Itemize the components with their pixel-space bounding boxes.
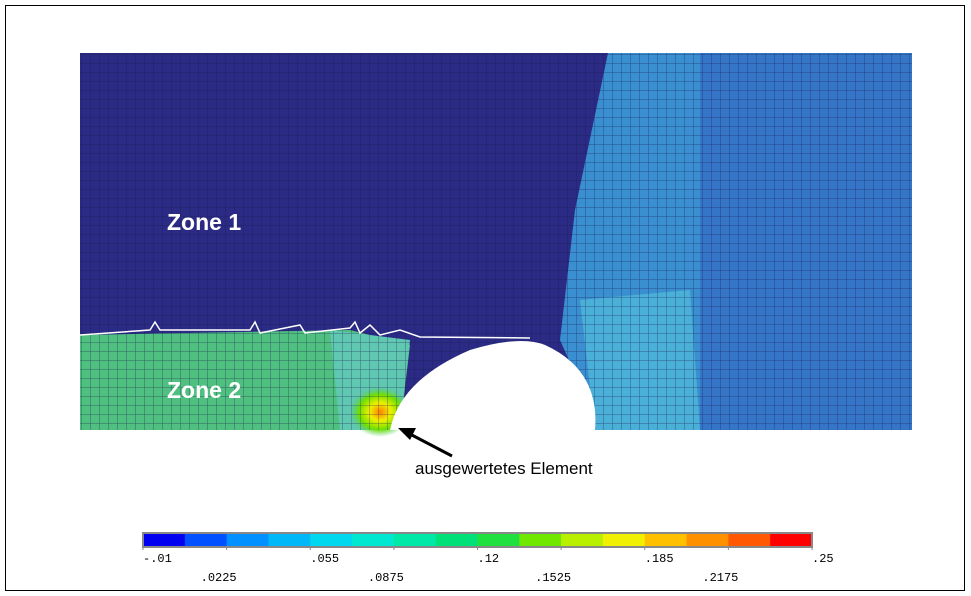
color-bin: [519, 533, 562, 547]
color-bin: [310, 533, 353, 547]
tick-label: .1525: [535, 571, 571, 585]
tick-label: -.01: [143, 552, 172, 566]
color-bin: [561, 533, 604, 547]
color-bin: [184, 533, 228, 547]
color-bin: [728, 533, 771, 547]
tick-label: .0875: [368, 571, 404, 585]
tick-label: .0225: [201, 571, 237, 585]
arrow: [398, 428, 453, 458]
tick-label: .185: [645, 552, 674, 566]
color-bin: [770, 533, 813, 547]
frame: [5, 5, 965, 591]
color-bin: [268, 533, 311, 547]
color-bin: [686, 533, 729, 547]
color-bin: [644, 533, 688, 547]
zone-label: Zone 1: [167, 209, 241, 235]
color-bin: [393, 533, 437, 547]
fem-plot: [79, 53, 912, 437]
color-bin: [435, 533, 478, 547]
tick-label: .055: [310, 552, 339, 566]
colorbar: -.01 .0225 .055 .0875 .12 .1525 .185 .2175 .25: [142, 532, 834, 585]
tick-label: .25: [812, 552, 834, 566]
tick-label: .2175: [702, 571, 738, 585]
zone-label: Zone 2: [167, 377, 241, 403]
color-bin: [226, 533, 269, 547]
color-bin: [602, 533, 646, 547]
annotation: ausgewertetes Element: [415, 459, 593, 478]
tick-label: .12: [478, 552, 500, 566]
color-bin: [477, 533, 520, 547]
color-bin: [143, 533, 186, 547]
color-bin: [352, 533, 395, 547]
